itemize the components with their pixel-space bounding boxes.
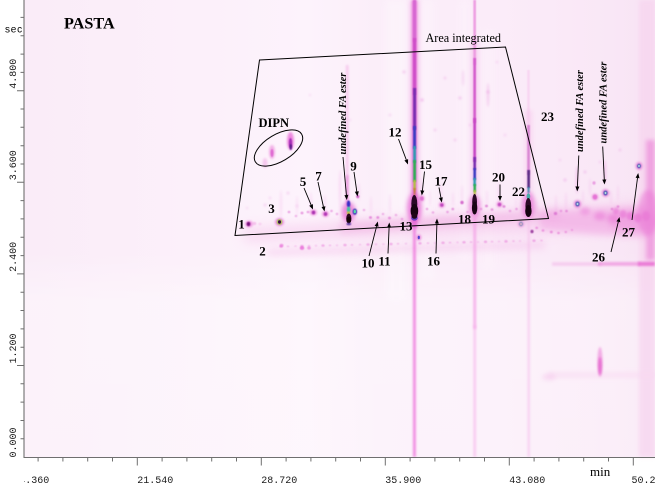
svg-text:12: 12 <box>389 125 402 140</box>
svg-text:27: 27 <box>622 225 636 240</box>
svg-text:26: 26 <box>592 250 606 265</box>
svg-text:20: 20 <box>492 170 505 185</box>
svg-text:43.080: 43.080 <box>509 476 545 487</box>
svg-text:16: 16 <box>427 254 441 269</box>
svg-text:3: 3 <box>268 201 275 216</box>
svg-text:7: 7 <box>315 169 322 184</box>
svg-text:10: 10 <box>362 256 375 271</box>
svg-text:13: 13 <box>400 219 414 234</box>
svg-text:3.600: 3.600 <box>9 150 20 180</box>
svg-text:21.540: 21.540 <box>137 476 173 487</box>
svg-text:1: 1 <box>238 217 245 232</box>
svg-text:15: 15 <box>419 157 433 172</box>
svg-text:PASTA: PASTA <box>64 15 115 33</box>
svg-text:50.260: 50.260 <box>632 476 655 487</box>
svg-text:DIPN: DIPN <box>259 116 290 130</box>
svg-text:28.720: 28.720 <box>261 476 297 487</box>
svg-text:Area integrated: Area integrated <box>426 31 501 45</box>
svg-text:2.400: 2.400 <box>9 242 20 272</box>
svg-text:35.900: 35.900 <box>385 476 421 487</box>
svg-text:17: 17 <box>435 174 449 189</box>
svg-text:4.800: 4.800 <box>9 59 20 89</box>
svg-text:undefined FA ester: undefined FA ester <box>338 72 349 155</box>
svg-text:undefined FA ester: undefined FA ester <box>575 69 586 152</box>
svg-text:23: 23 <box>541 109 555 124</box>
svg-text:11: 11 <box>378 254 390 269</box>
svg-text:2: 2 <box>259 244 266 259</box>
svg-text:9: 9 <box>350 159 357 174</box>
svg-text:min: min <box>590 464 611 479</box>
svg-text:sec: sec <box>5 25 23 36</box>
svg-text:19: 19 <box>482 212 496 227</box>
svg-text:14.360: 14.360 <box>13 476 49 487</box>
svg-text:22: 22 <box>512 184 525 199</box>
svg-text:1.200: 1.200 <box>9 333 20 363</box>
svg-text:18: 18 <box>458 212 472 227</box>
svg-text:undefined FA ester: undefined FA ester <box>599 61 610 144</box>
svg-text:0.000: 0.000 <box>9 427 20 457</box>
svg-text:5: 5 <box>300 174 307 189</box>
